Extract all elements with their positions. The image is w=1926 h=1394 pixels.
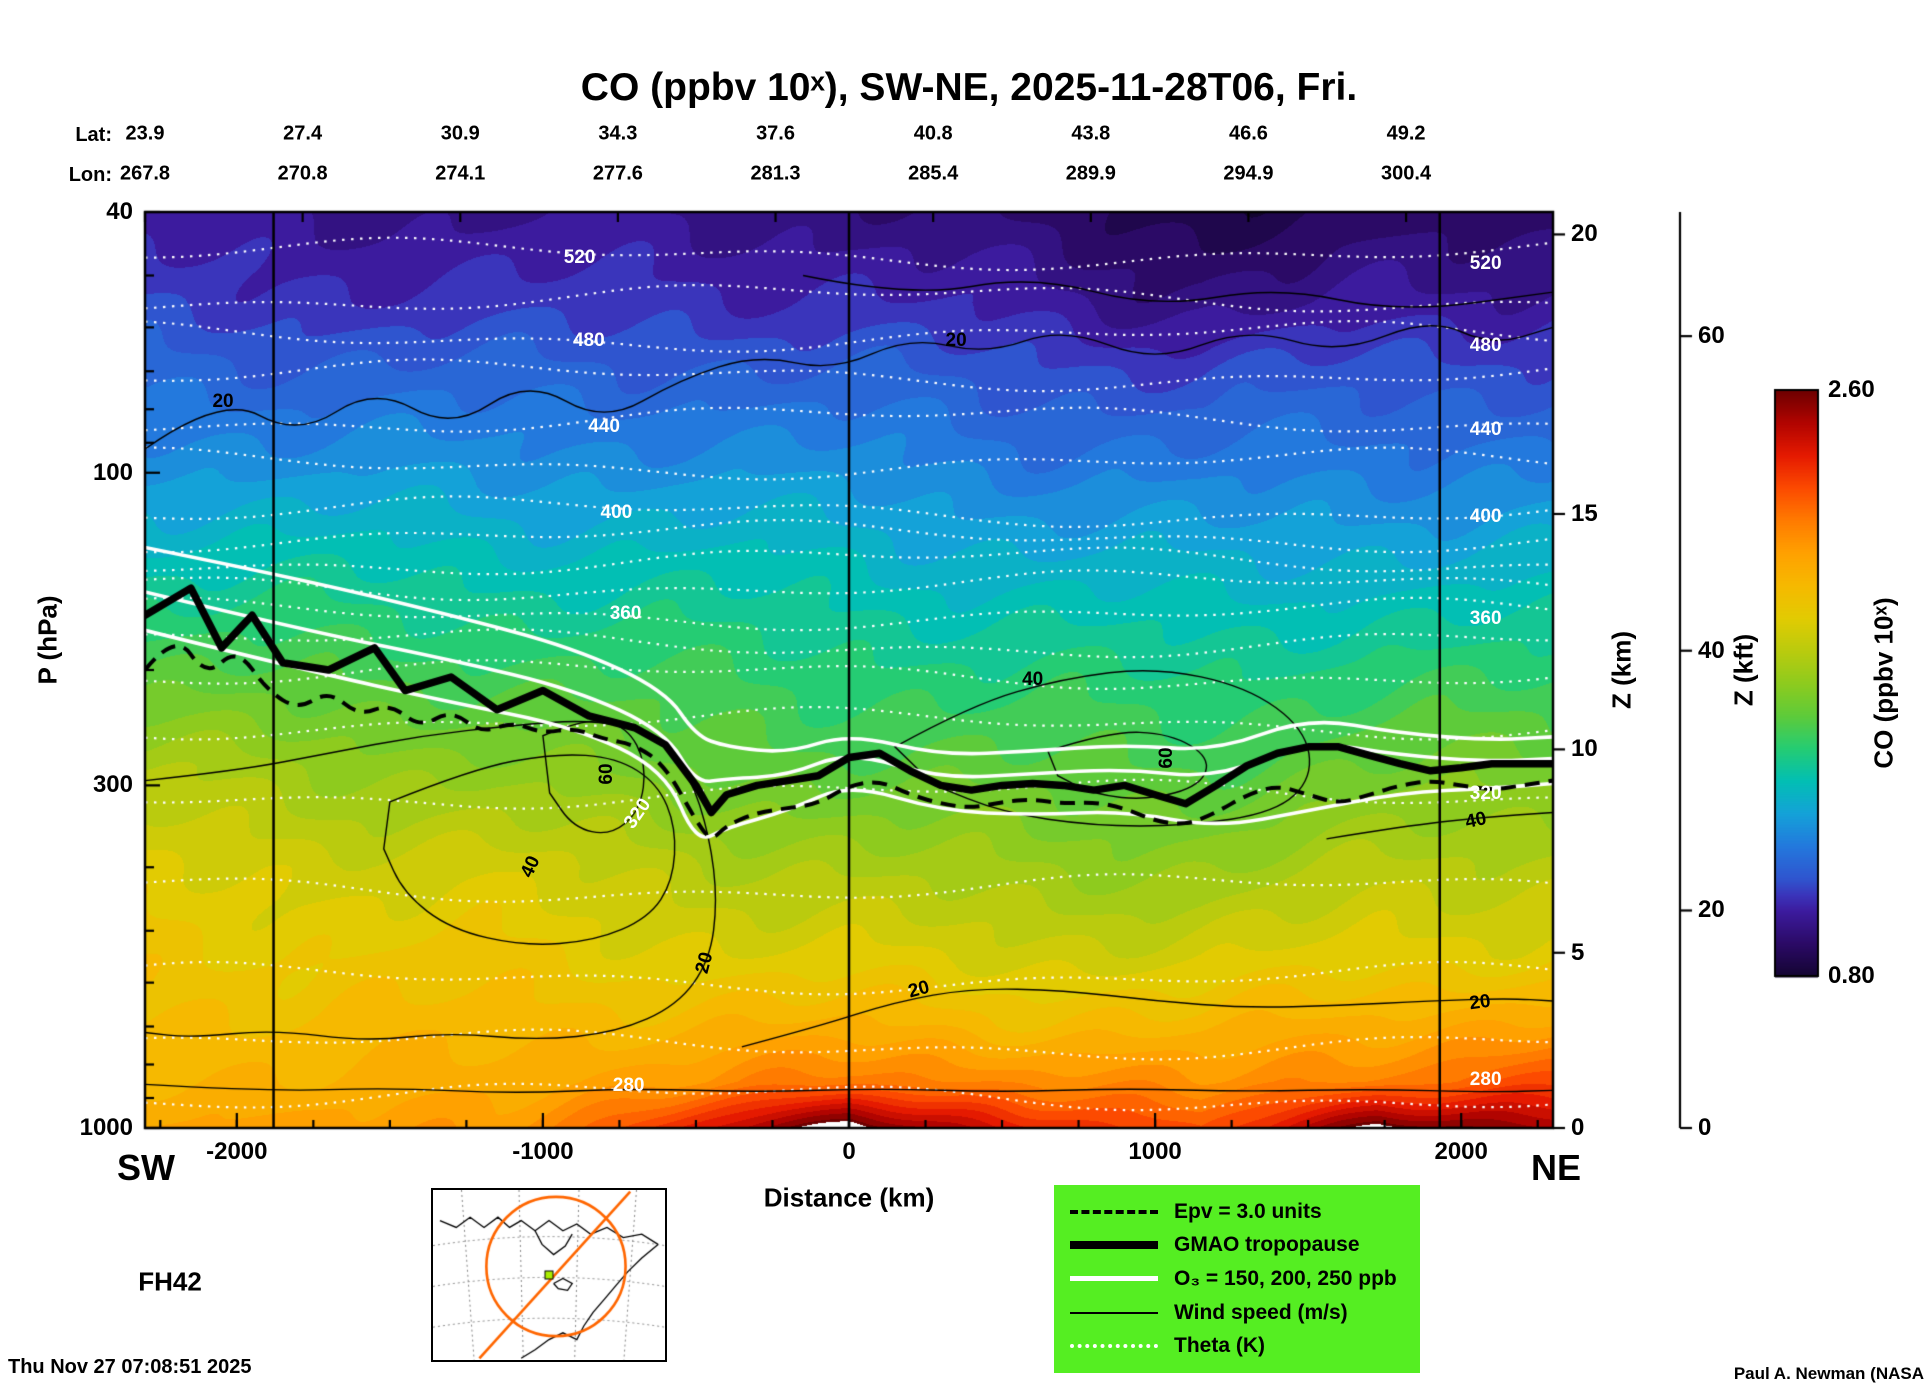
endpoint-label-ne: NE <box>1530 1147 1582 1188</box>
legend-row-theta: Theta (K) <box>1070 1331 1420 1361</box>
z-kft-axis-title: Z (kft) <box>1728 633 1759 707</box>
colorbar-title: CO (ppbv 10ˣ) <box>1868 597 1899 769</box>
lat-axis-label: Lat: <box>75 124 112 146</box>
legend-row-epv: Epv = 3.0 units <box>1070 1197 1420 1227</box>
pressure-axis-title: P (hPa) <box>32 595 63 685</box>
colorbar-min-label: 0.80 <box>1828 962 1875 989</box>
ozone-line-sample <box>1070 1276 1158 1282</box>
tropopause-line-sample <box>1070 1241 1158 1250</box>
legend-label-ozone: O₃ = 150, 200, 250 ppb <box>1174 1266 1397 1290</box>
creation-timestamp: Thu Nov 27 07:08:51 2025 <box>8 1356 252 1378</box>
legend-label-wind: Wind speed (m/s) <box>1174 1300 1348 1324</box>
legend-label-tropopause: GMAO tropopause <box>1174 1233 1360 1257</box>
z-km-axis-title: Z (km) <box>1606 631 1637 709</box>
legend-row-ozone: O₃ = 150, 200, 250 ppb <box>1070 1264 1420 1294</box>
lon-axis-label: Lon: <box>68 164 112 186</box>
theta-line-sample <box>1070 1344 1158 1349</box>
page-title: CO (ppbv 10ˣ), SW-NE, 2025-11-28T06, Fri… <box>580 66 1358 109</box>
endpoint-label-sw: SW <box>117 1147 175 1188</box>
legend-label-theta: Theta (K) <box>1174 1334 1265 1358</box>
wind-line-sample <box>1070 1311 1158 1314</box>
legend-row-tropopause: GMAO tropopause <box>1070 1230 1420 1260</box>
inset-map-canvas <box>431 1188 667 1362</box>
distance-axis-title: Distance (km) <box>763 1182 935 1213</box>
colorbar-max-label: 2.60 <box>1828 376 1875 403</box>
legend: Epv = 3.0 units GMAO tropopause O₃ = 150… <box>1054 1185 1420 1373</box>
forecast-hour-label: FH42 <box>138 1266 202 1297</box>
legend-row-wind: Wind speed (m/s) <box>1070 1298 1420 1328</box>
credit-text: Paul A. Newman (NASA <box>1733 1364 1924 1383</box>
epv-line-sample <box>1070 1209 1158 1214</box>
legend-label-epv: Epv = 3.0 units <box>1174 1199 1322 1223</box>
